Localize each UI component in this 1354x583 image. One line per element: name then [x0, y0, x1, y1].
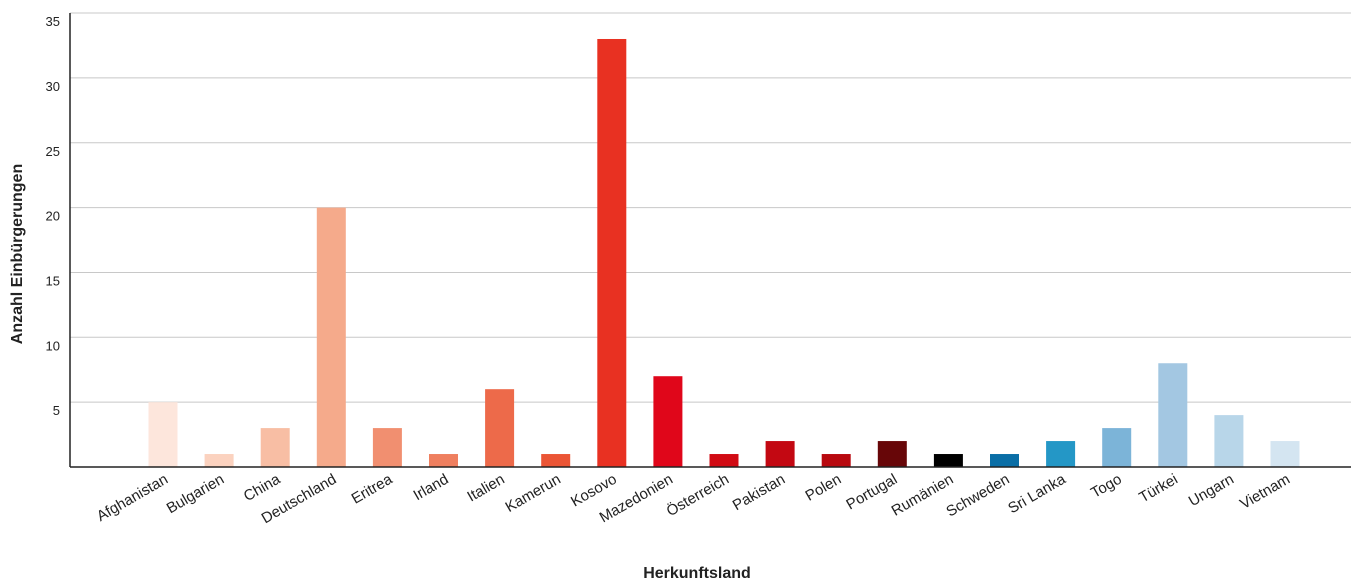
bar [1158, 363, 1187, 467]
x-tick-label: Irland [410, 471, 451, 504]
bar [597, 39, 626, 467]
y-tick-label: 30 [46, 79, 60, 94]
bar [205, 454, 234, 467]
bar [1046, 441, 1075, 467]
x-tick-label: Türkei [1136, 471, 1181, 507]
x-tick-label: Italien [464, 471, 507, 506]
y-tick-label: 10 [46, 338, 60, 353]
y-tick-label: 20 [46, 209, 60, 224]
bar [485, 389, 514, 467]
bar [1271, 441, 1300, 467]
bar [710, 454, 739, 467]
y-tick-label: 35 [46, 14, 60, 29]
gridlines [70, 13, 1351, 402]
x-tick-label: China [241, 470, 284, 505]
y-axis-title: Anzahl Einbürgerungen [9, 164, 26, 344]
x-tick-label: Bulgarien [164, 471, 227, 517]
bar [149, 402, 178, 467]
bar [934, 454, 963, 467]
x-tick-label: Ungarn [1186, 471, 1237, 510]
x-tick-label: Togo [1088, 471, 1125, 502]
bar [990, 454, 1019, 467]
x-tick-label: Afghanistan [94, 471, 171, 525]
bar [1102, 428, 1131, 467]
x-tick-label: Schweden [943, 471, 1012, 521]
x-axis-title: Herkunftsland [643, 565, 751, 582]
bar [317, 208, 346, 467]
bar [878, 441, 907, 467]
x-tick-label: Vietnam [1237, 471, 1293, 513]
bar [653, 376, 682, 467]
x-tick-label: Sri Lanka [1005, 470, 1069, 517]
x-tick-label: Polen [802, 471, 844, 505]
x-tick-label: Kamerun [502, 471, 563, 516]
bar [373, 428, 402, 467]
bar [822, 454, 851, 467]
bars [149, 39, 1300, 467]
y-tick-label: 15 [46, 273, 60, 288]
y-tick-label: 5 [53, 403, 60, 418]
y-tick-labels: 5 10 15 20 25 30 35 [46, 14, 60, 418]
bar [541, 454, 570, 467]
x-tick-label: Österreich [663, 470, 732, 520]
bar [766, 441, 795, 467]
y-tick-label: 25 [46, 144, 60, 159]
bar [1214, 415, 1243, 467]
bar [429, 454, 458, 467]
bar [261, 428, 290, 467]
x-tick-label: Pakistan [730, 471, 788, 514]
x-tick-label: Eritrea [349, 470, 396, 507]
